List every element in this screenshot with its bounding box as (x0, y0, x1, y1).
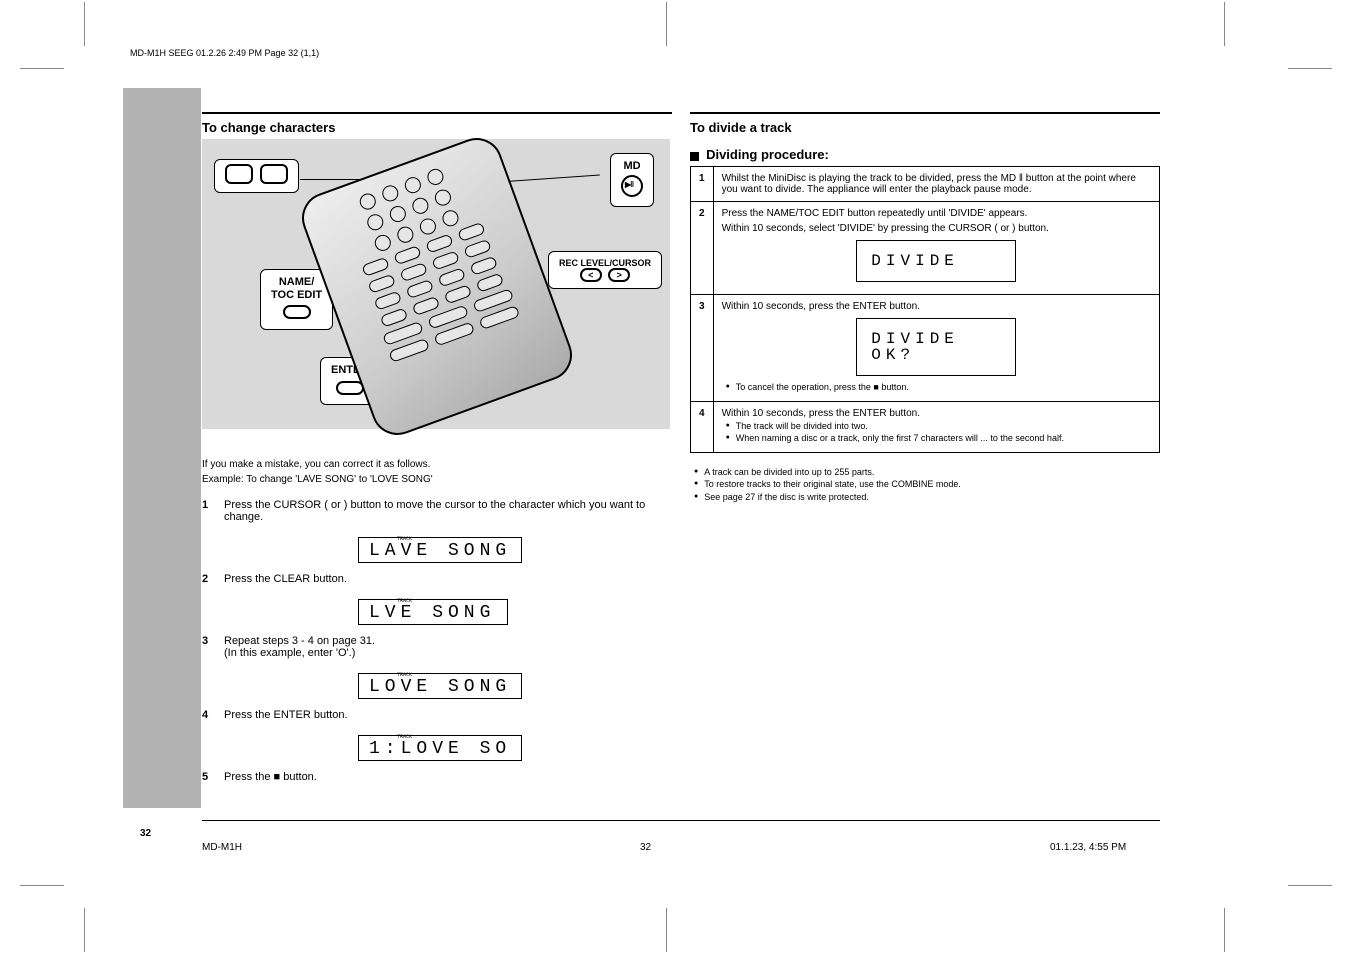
crop-mark (84, 908, 85, 952)
footer-code: 32 (640, 842, 651, 853)
heading-change-chars: To change characters (202, 120, 672, 135)
step-num: 4 (691, 401, 714, 452)
crop-mark (666, 908, 667, 952)
step-num: 2 (691, 202, 714, 295)
procedure-table: 1 Whilst the MiniDisc is playing the tra… (690, 166, 1160, 453)
table-row: 4 Within 10 seconds, press the ENTER but… (691, 401, 1160, 452)
remote-illustration: MD NAME/ TOC EDIT ENTER REC LEVEL/CURSOR… (202, 139, 670, 429)
bullet-note: To restore tracks to their original stat… (694, 479, 1160, 490)
bullet-note: To cancel the operation, press the ■ but… (726, 382, 1151, 393)
cursor-left-icon: < (580, 268, 602, 282)
page-header-ref: MD-M1H SEEG 01.2.26 2:49 PM Page 32 (1,1… (130, 48, 319, 58)
footer-series: MD-M1H (202, 842, 242, 853)
bullet-note: See page 27 if the disc is write protect… (694, 492, 1160, 503)
intro-line-2: Example: To change 'LAVE SONG' to 'LOVE … (202, 474, 672, 485)
name-toc-label: NAME/ TOC EDIT (271, 276, 322, 301)
step-cell: Within 10 seconds, press the ENTER butto… (713, 295, 1159, 402)
crop-mark (1288, 68, 1332, 69)
step-num: 2 (202, 573, 216, 585)
rec-level-label: REC LEVEL/CURSOR (559, 258, 651, 268)
skip-fwd-icon (260, 164, 288, 184)
bullet-note: A track can be divided into up to 255 pa… (694, 467, 1160, 478)
skip-back-icon (225, 164, 253, 184)
md-label-box: MD (610, 153, 654, 207)
step-5: 5 Press the ■ button. (202, 771, 672, 783)
square-bullet-icon (690, 152, 699, 161)
display-love-song: TRACK LOVE SONG (358, 673, 522, 699)
page-number: 32 (140, 828, 151, 839)
rule-top-right (690, 112, 1160, 114)
step-text: Press the ENTER button. (224, 709, 672, 721)
heading-divide-track: To divide a track (690, 120, 1160, 135)
skip-buttons-label (214, 159, 299, 193)
step-3: 3 Repeat steps 3 - 4 on page 31. (In thi… (202, 635, 672, 659)
left-column: To change characters MD NAME/ TOC EDIT E… (202, 112, 672, 789)
step-text: Press the CLEAR button. (224, 573, 672, 585)
step-num: 3 (202, 635, 216, 659)
table-row: 1 Whilst the MiniDisc is playing the tra… (691, 167, 1160, 202)
display-lave-song: TRACK LAVE SONG (358, 537, 522, 563)
footer-date: 01.1.23, 4:55 PM (1050, 842, 1126, 853)
rec-level-label-box: REC LEVEL/CURSOR < > (548, 251, 662, 289)
step-num: 1 (202, 499, 216, 523)
oval-button-icon (283, 305, 311, 319)
play-pause-icon (621, 175, 643, 197)
step-2: 2 Press the CLEAR button. (202, 573, 672, 585)
step-num: 1 (691, 167, 714, 202)
crop-mark (1288, 885, 1332, 886)
right-column: To divide a track Dividing procedure: 1 … (690, 112, 1160, 504)
step-text: Repeat steps 3 - 4 on page 31. (In this … (224, 635, 672, 659)
step-num: 3 (691, 295, 714, 402)
rule-bottom (202, 820, 1160, 821)
table-row: 2 Press the NAME/TOC EDIT button repeate… (691, 202, 1160, 295)
crop-mark (84, 2, 85, 46)
crop-mark (1224, 908, 1225, 952)
cursor-right-icon: > (608, 268, 630, 282)
crop-mark (1224, 2, 1225, 46)
step-num: 5 (202, 771, 216, 783)
proc-title: Dividing procedure: (690, 147, 1160, 162)
step-text: Press the ■ button. (224, 771, 672, 783)
table-row: 3 Within 10 seconds, press the ENTER but… (691, 295, 1160, 402)
display-divide: DIVIDE (856, 240, 1016, 282)
leader-line (300, 179, 360, 180)
intro-line-1: If you make a mistake, you can correct i… (202, 459, 672, 470)
step-1: 1 Press the CURSOR ( or ) button to move… (202, 499, 672, 523)
crop-mark (666, 2, 667, 46)
md-label: MD (621, 160, 643, 173)
crop-mark (20, 68, 64, 69)
step-cell: Press the NAME/TOC EDIT button repeatedl… (713, 202, 1159, 295)
bullet-note: When naming a disc or a track, only the … (726, 433, 1151, 444)
display-divide-ok: DIVIDE OK? (856, 318, 1016, 376)
step-cell: Whilst the MiniDisc is playing the track… (713, 167, 1159, 202)
display-1-love-so: TRACK 1:LOVE SO (358, 735, 522, 761)
rule-top-left (202, 112, 672, 114)
crop-mark (20, 885, 64, 886)
step-text: Press the CURSOR ( or ) button to move t… (224, 499, 672, 523)
display-lve-song: TRACK LVE SONG (358, 599, 508, 625)
step-cell: Within 10 seconds, press the ENTER butto… (713, 401, 1159, 452)
step-num: 4 (202, 709, 216, 721)
bullet-note: The track will be divided into two. (726, 421, 1151, 432)
sidebar-tab (123, 88, 201, 808)
step-4: 4 Press the ENTER button. (202, 709, 672, 721)
